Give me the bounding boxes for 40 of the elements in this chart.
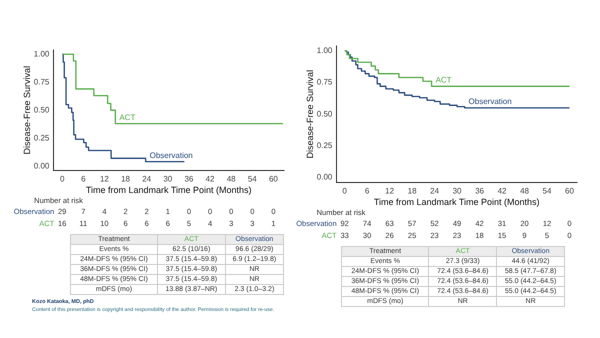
x-tick-label: 48 <box>520 186 530 196</box>
y-axis-title: Disease-Free Survival <box>304 70 315 158</box>
x-tick-label: 42 <box>206 174 216 184</box>
y-tick-label: 0.75 <box>34 77 50 86</box>
x-tick-label: 36 <box>475 186 485 196</box>
x-tick-label: 24 <box>430 186 440 196</box>
y-axis-title: Disease-Free Survival <box>22 66 32 154</box>
x-tick-label: 12 <box>385 186 395 196</box>
x-tick-label: 30 <box>452 186 462 196</box>
x-tick-label: 60 <box>565 186 574 196</box>
x-tick-label: 42 <box>498 186 508 196</box>
x-tick-label: 18 <box>121 174 131 184</box>
x-tick-label: 54 <box>248 174 258 184</box>
x-tick-label: 48 <box>226 174 236 184</box>
x-tick-label: 6 <box>81 174 86 184</box>
y-tick-label: 0.50 <box>316 109 333 118</box>
y-tick-label: 0.75 <box>316 78 333 87</box>
series-label: ACT <box>436 76 452 85</box>
y-tick-label: 0.25 <box>316 141 333 150</box>
x-tick-label: 54 <box>542 186 552 196</box>
series-label: Observation <box>468 97 512 106</box>
series-label: Observation <box>150 150 193 160</box>
x-tick-label: 12 <box>100 174 110 184</box>
y-tick-label: 0.00 <box>316 172 333 182</box>
x-tick-label: 36 <box>184 174 194 184</box>
x-axis-title: Time from Landmark Time Point (Months) <box>374 197 540 208</box>
x-tick-label: 24 <box>142 174 152 184</box>
y-tick-label: 1.00 <box>34 49 50 58</box>
y-tick-label: 0.25 <box>34 133 50 142</box>
y-tick-label: 0.50 <box>34 105 50 114</box>
x-tick-label: 30 <box>163 174 173 184</box>
x-axis-title: Time from Landmark Time Point (Months) <box>86 185 252 196</box>
x-tick-label: 18 <box>408 186 418 196</box>
series-label: ACT <box>119 112 136 122</box>
x-tick-label: 6 <box>364 186 370 196</box>
x-tick-label: 0 <box>60 174 65 184</box>
x-tick-label: 0 <box>342 186 348 196</box>
y-tick-label: 0.00 <box>34 161 50 170</box>
y-tick-label: 1.00 <box>316 46 333 56</box>
x-tick-label: 60 <box>268 174 278 184</box>
